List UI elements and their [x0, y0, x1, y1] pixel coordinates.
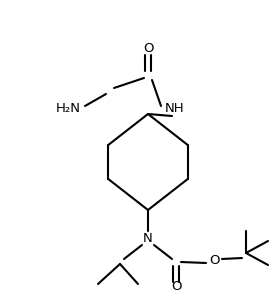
- Text: O: O: [143, 43, 153, 55]
- Text: N: N: [143, 232, 153, 244]
- Text: H₂N: H₂N: [56, 102, 80, 114]
- Text: O: O: [209, 254, 219, 268]
- Text: NH: NH: [165, 102, 185, 114]
- Text: O: O: [171, 280, 181, 294]
